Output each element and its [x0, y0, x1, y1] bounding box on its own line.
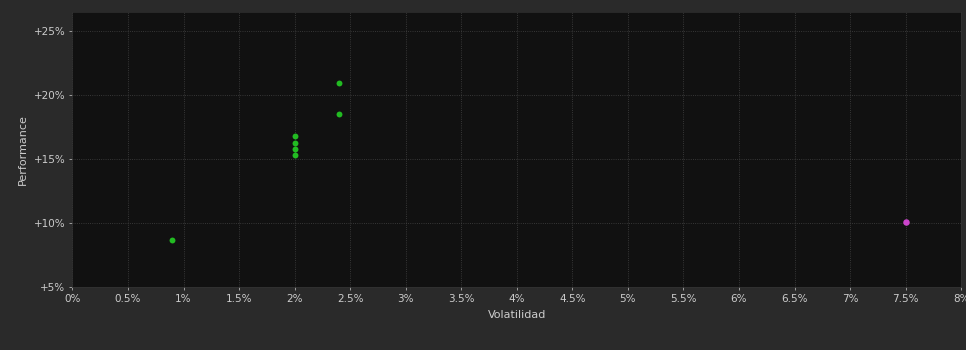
Point	[287, 153, 302, 158]
Point	[164, 237, 180, 243]
Point	[287, 140, 302, 145]
Point	[287, 146, 302, 152]
X-axis label: Volatilidad: Volatilidad	[488, 309, 546, 320]
Point	[898, 219, 914, 225]
Point	[331, 80, 347, 85]
Y-axis label: Performance: Performance	[18, 114, 28, 185]
Point	[331, 112, 347, 117]
Point	[287, 133, 302, 139]
